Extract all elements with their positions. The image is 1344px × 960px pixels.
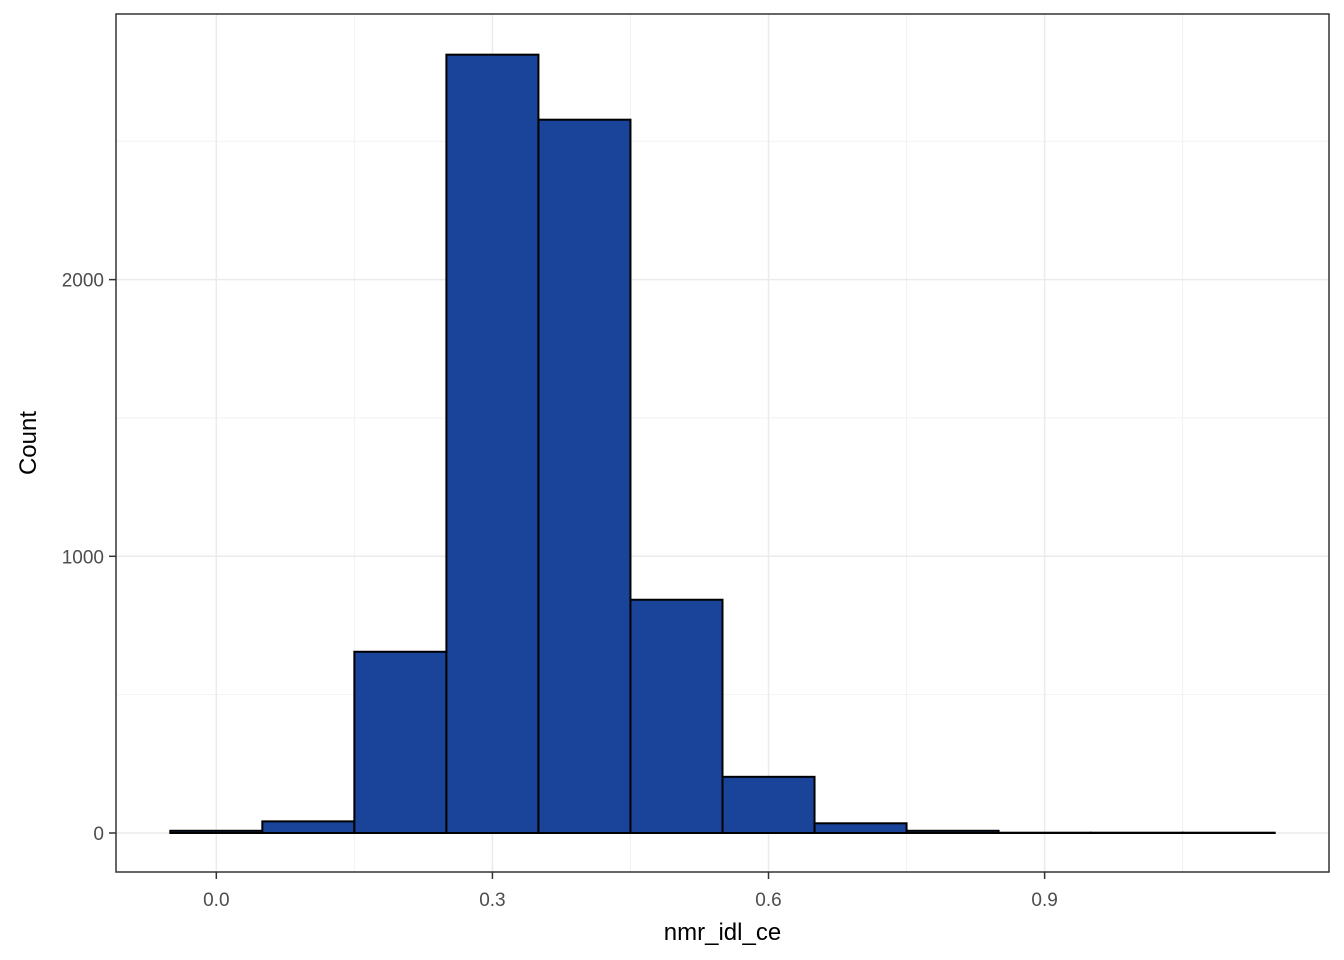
- x-tick-label: 0.6: [755, 890, 781, 911]
- histogram-bar: [721, 775, 816, 834]
- histogram-bar: [905, 829, 1000, 834]
- panel-border: [115, 13, 1330, 873]
- x-tick-label: 0.9: [1031, 890, 1057, 911]
- axis-ticks: [109, 278, 1046, 879]
- x-tick-label: 0.3: [479, 890, 505, 911]
- histogram-bar: [537, 118, 632, 834]
- histogram-bar: [813, 822, 908, 834]
- x-axis-tick-labels: 0.0 0.3 0.6 0.9: [203, 890, 1058, 911]
- y-tick-label: 2000: [62, 271, 104, 292]
- histogram-bar: [445, 53, 540, 834]
- y-axis-tick-labels: 0 1000 2000: [62, 271, 104, 845]
- histogram-bars: [169, 53, 1276, 834]
- y-axis-title: Count: [15, 411, 42, 475]
- y-tick-label: 1000: [62, 547, 104, 568]
- x-axis-title: nmr_idl_ce: [664, 919, 781, 946]
- histogram-bar: [169, 829, 264, 834]
- histogram-bar: [629, 598, 724, 834]
- histogram-bar: [261, 820, 356, 834]
- histogram-bar: [353, 650, 448, 834]
- y-tick-label: 0: [93, 824, 104, 845]
- x-tick-label: 0.0: [203, 890, 229, 911]
